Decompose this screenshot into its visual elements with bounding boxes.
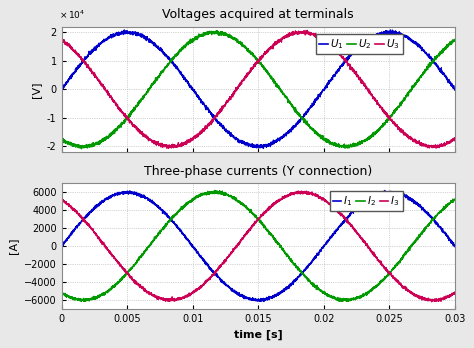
Text: $\times\,10^4$: $\times\,10^4$ — [59, 9, 85, 21]
Y-axis label: [A]: [A] — [9, 238, 18, 254]
Title: Three-phase currents (Y connection): Three-phase currents (Y connection) — [144, 165, 373, 178]
Title: Voltages acquired at terminals: Voltages acquired at terminals — [163, 8, 354, 21]
Y-axis label: [V]: [V] — [31, 81, 41, 98]
Legend: $I_1$, $I_2$, $I_3$: $I_1$, $I_2$, $I_3$ — [329, 191, 402, 211]
X-axis label: time [s]: time [s] — [234, 330, 283, 340]
Legend: $U_1$, $U_2$, $U_3$: $U_1$, $U_2$, $U_3$ — [316, 34, 402, 54]
